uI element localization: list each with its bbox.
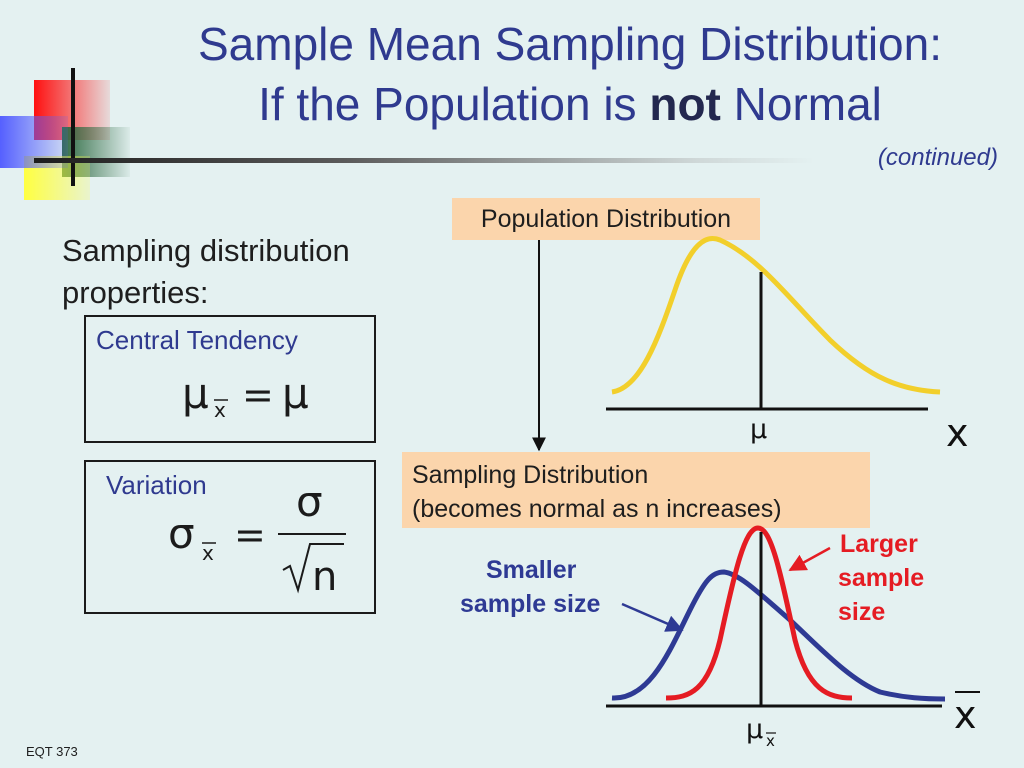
smaller-sample-arrow <box>621 602 684 632</box>
central-tendency-formula: μ x = μ <box>182 369 309 422</box>
properties-label-line-2: properties: <box>62 275 209 310</box>
logo-squares <box>0 68 130 200</box>
title-line-2-suffix: Normal <box>720 78 882 130</box>
variation-formula: σ x = σ n <box>168 477 346 600</box>
sampling-mean-subscript: x <box>766 732 775 750</box>
population-distribution-plot: μ x <box>606 236 969 455</box>
sampling-distribution-callout: Sampling Distribution (becomes normal as… <box>402 452 870 528</box>
square-root-icon <box>282 543 344 594</box>
sampling-distribution-label: Sampling Distribution <box>412 461 649 489</box>
larger-sample-arrow <box>788 546 831 572</box>
equals-sign: = <box>242 373 274 417</box>
population-curve <box>611 236 941 395</box>
smaller-sample-curve <box>611 569 946 702</box>
population-mean-label: μ <box>750 414 767 445</box>
variation-label: Variation <box>106 470 207 500</box>
sample-size-n: n <box>312 554 337 600</box>
title-emphasis-not: not <box>649 78 721 130</box>
properties-label-line-1: Sampling distribution <box>62 233 350 268</box>
larger-sample-annotation: Larger sample size <box>838 530 924 626</box>
sigma-numerator: σ <box>296 477 323 526</box>
footer-course-code: EQT 373 <box>26 744 78 759</box>
larger-label-line-2: sample <box>838 564 924 592</box>
mean-of-sample-mean-symbol: μ <box>182 369 209 418</box>
larger-sample-curve <box>665 525 853 701</box>
title-line-2-prefix: If the Population is <box>258 78 650 130</box>
population-axis-label: x <box>946 411 969 455</box>
smaller-label-line-2: sample size <box>460 590 600 618</box>
sampling-axis-label: x <box>954 693 977 737</box>
continued-note: (continued) <box>877 144 998 171</box>
title-line-2: If the Population is not Normal <box>150 76 990 132</box>
sampling-mean-label: μ <box>746 714 763 745</box>
mean-subscript-x: x <box>214 398 226 422</box>
sampling-distribution-note: (becomes normal as n increases) <box>412 495 782 523</box>
equals-sign-variation: = <box>234 513 266 557</box>
smaller-sample-annotation: Smaller sample size <box>460 556 600 618</box>
standard-error-symbol: σ <box>168 509 195 558</box>
population-distribution-label: Population Distribution <box>452 198 760 240</box>
title-divider <box>34 158 814 163</box>
sigma-subscript-x: x <box>202 541 214 565</box>
central-tendency-label: Central Tendency <box>96 325 298 355</box>
smaller-label-line-1: Smaller <box>486 556 577 584</box>
variation-box: Variation <box>84 460 376 614</box>
central-tendency-box: Central Tendency <box>84 315 376 443</box>
sampling-distribution-plot: μ x x Smaller sample size Larger sample … <box>460 525 980 750</box>
larger-label-line-1: Larger <box>840 530 918 558</box>
population-mean-symbol: μ <box>282 369 309 418</box>
properties-label: Sampling distribution properties: <box>62 230 350 314</box>
larger-label-line-3: size <box>838 598 885 626</box>
title-line-1: Sample Mean Sampling Distribution: <box>197 18 943 70</box>
